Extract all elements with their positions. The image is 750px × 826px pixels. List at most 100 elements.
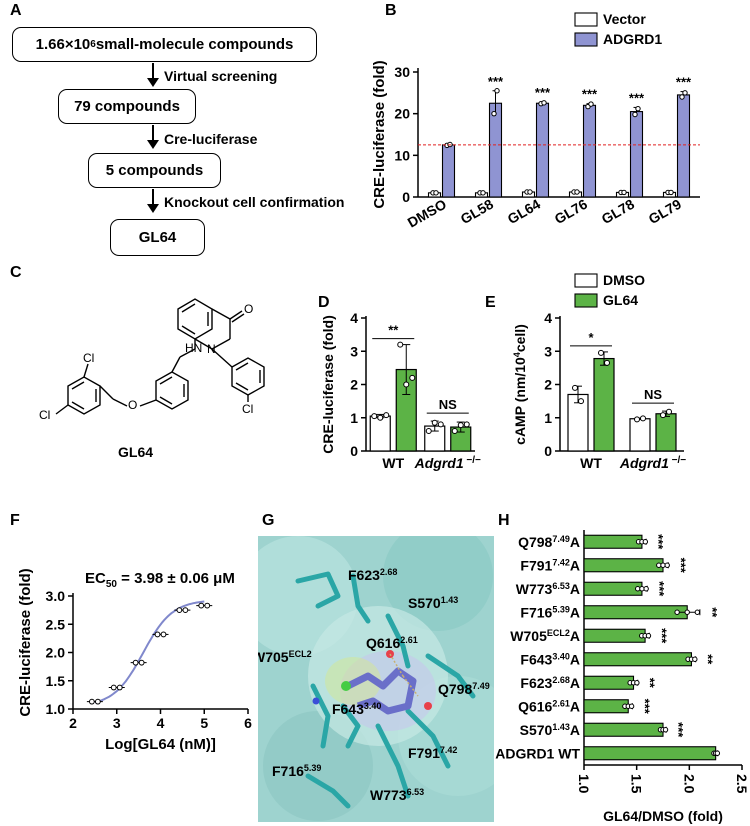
residue-stick: [405, 708, 451, 769]
data-point: [176, 607, 183, 614]
x-tick-label: 2.0: [681, 774, 697, 794]
data-point: [682, 90, 688, 96]
y-axis-label: CRE-luciferase (fold): [17, 568, 34, 716]
data-point: [383, 412, 390, 419]
y-tick-label: 0: [350, 443, 358, 459]
panel-label-b: B: [385, 2, 397, 19]
data-point: [403, 381, 410, 388]
x-tick-label: 3: [113, 715, 121, 731]
x-tick-label: WT: [580, 455, 602, 471]
data-point: [679, 94, 685, 100]
category-label: F7165.39A: [520, 604, 580, 620]
category-label: Q6162.61A: [518, 698, 580, 714]
panel-label-f: F: [10, 512, 20, 529]
data-point: [371, 413, 378, 420]
category-label: ADGRD1 WT: [495, 745, 580, 761]
data-point: [643, 586, 649, 592]
y-tick-label: 0: [402, 189, 410, 205]
flow-step-virtual-screening: Virtual screening: [164, 68, 278, 84]
flow-step-knockout: Knockout cell confirmation: [164, 194, 345, 210]
data-point: [409, 374, 416, 381]
data-point: [94, 698, 101, 705]
x-tick-label: 6: [244, 715, 252, 731]
atom-hn: HN: [185, 341, 203, 355]
significance-label: *: [588, 330, 594, 345]
residue-stick: [350, 573, 371, 624]
data-point: [632, 111, 638, 118]
panel-label-e: E: [485, 294, 496, 311]
data-point: [598, 349, 604, 356]
x-tick-label: 4: [157, 715, 165, 731]
chlorine-atom: [341, 681, 351, 691]
significance-label: ***: [676, 75, 692, 90]
data-point: [451, 428, 458, 435]
legend-swatch: [574, 293, 598, 308]
atom-n: N: [207, 342, 216, 356]
ligand-stick: [346, 667, 417, 715]
legend-label: ADGRD1: [603, 31, 662, 47]
residue-label: F7917.42: [408, 745, 457, 761]
data-point: [88, 698, 95, 705]
residue-label: F6232.68: [348, 567, 397, 583]
atom-o-ether: O: [128, 398, 138, 412]
y-tick-label: 2.0: [46, 645, 66, 661]
y-axis-label: cAMP (nm/104cell): [512, 324, 528, 445]
data-point: [635, 105, 641, 112]
bar: [583, 746, 717, 761]
residue-stick: [385, 613, 411, 669]
significance-label: **: [388, 323, 399, 338]
y-tick-label: 4: [544, 310, 552, 326]
flow-box-gl64: GL64: [110, 219, 205, 256]
flow-box1-exponent: 6: [90, 39, 96, 50]
data-point: [634, 416, 640, 423]
category-label: W705ECL2A: [510, 628, 580, 644]
hbond: [389, 653, 419, 697]
bar: [583, 675, 635, 690]
flow-box1-times: ×: [64, 36, 74, 53]
category-label: W7736.53A: [516, 581, 580, 597]
x-axis-label: GL64/DMSO (fold): [603, 808, 723, 824]
oxygen-atom: [424, 702, 432, 710]
residue-label: S5701.43: [408, 595, 458, 611]
residue-stick: [425, 653, 476, 699]
residue-label: F6433.40: [332, 701, 381, 717]
data-point: [463, 421, 470, 428]
data-point: [110, 684, 117, 691]
data-point: [572, 384, 578, 391]
significance-label: NS: [439, 397, 457, 412]
data-point: [491, 110, 497, 117]
x-tick-label: 2.5: [734, 774, 750, 794]
flow-box1-text: small-molecule compounds: [95, 36, 294, 53]
data-point: [494, 88, 500, 94]
x-tick-label: 2: [69, 715, 77, 731]
x-tick-label: Adgrd1 −/−: [414, 455, 481, 471]
x-axis-label: Log[GL64 (nM)]: [105, 736, 216, 753]
significance-label: ***: [637, 699, 652, 715]
data-point: [714, 750, 721, 756]
y-tick-label: 3: [544, 343, 552, 359]
data-point: [692, 656, 698, 662]
data-point: [664, 562, 670, 568]
significance-label: ***: [488, 74, 504, 89]
data-point: [437, 421, 444, 428]
data-point: [604, 359, 610, 366]
y-tick-label: 3.0: [46, 588, 66, 604]
legend-label: GL64: [603, 292, 638, 308]
bar: [583, 699, 629, 714]
x-tick-label: 5: [200, 715, 208, 731]
data-point: [160, 631, 167, 638]
flow-box1-ten: 10: [73, 36, 91, 53]
docking-image: F6232.68 S5701.43 Q6162.61 W705ECL2 Q7987.49…: [258, 536, 494, 822]
significance-label: ***: [535, 85, 551, 100]
category-label: F7917.42A: [520, 557, 580, 573]
residue-stick: [375, 723, 411, 799]
flow-box-79: 79 compounds: [58, 89, 196, 124]
panel-label-g: G: [262, 512, 275, 529]
significance-label: ***: [651, 534, 666, 550]
data-point: [204, 602, 211, 609]
bar: [583, 628, 646, 643]
y-tick-label: 1: [350, 410, 358, 426]
residue-stick: [295, 571, 341, 609]
